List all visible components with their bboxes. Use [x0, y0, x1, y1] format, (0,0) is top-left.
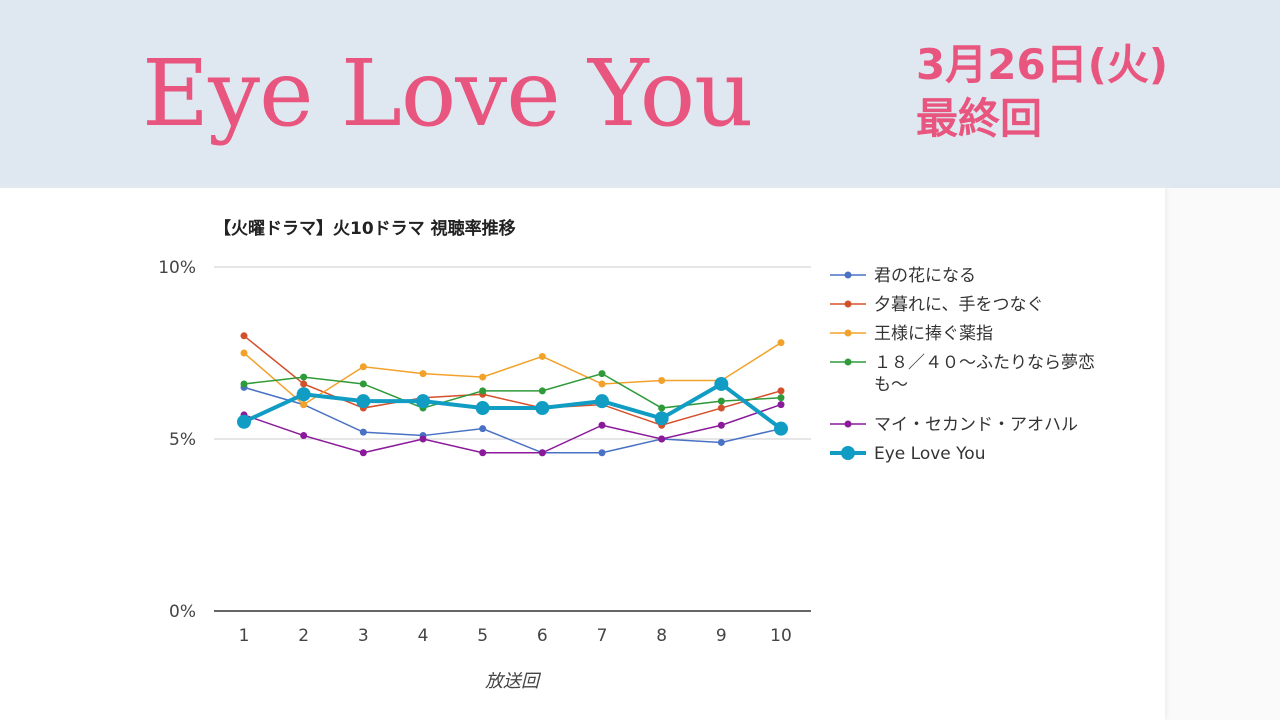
legend-label: 夕暮れに、手をつなぐ	[874, 295, 1044, 315]
data-point	[300, 380, 308, 388]
x-tick-label: 3	[358, 626, 369, 646]
x-tick-label: 8	[656, 626, 667, 646]
data-point	[535, 401, 550, 416]
data-point	[538, 449, 546, 457]
series-line	[243, 372, 782, 409]
x-tick-label: 10	[770, 626, 792, 646]
data-point	[774, 421, 788, 436]
data-point	[777, 339, 785, 347]
data-point	[595, 394, 609, 409]
y-tick-label: 5%	[169, 430, 196, 450]
legend-label: も～	[874, 375, 908, 395]
data-point	[416, 394, 430, 409]
data-point	[359, 380, 367, 388]
series-line	[243, 386, 782, 454]
data-point	[538, 387, 546, 395]
legend-marker	[844, 358, 852, 366]
data-point	[717, 421, 725, 429]
data-point	[658, 377, 666, 385]
final-episode-label: 最終回	[916, 94, 1043, 143]
series-line	[243, 381, 783, 431]
chart-title: 【火曜ドラマ】火10ドラマ 視聴率推移	[214, 218, 516, 239]
legend-marker	[844, 329, 852, 337]
x-tick-label: 6	[537, 626, 548, 646]
data-point	[658, 404, 666, 412]
data-point	[475, 401, 490, 416]
data-point	[777, 394, 785, 402]
x-tick-label: 1	[239, 626, 250, 646]
data-point	[419, 435, 427, 443]
date-text: 3月26日(火)	[916, 40, 1169, 89]
x-tick-label: 4	[418, 626, 429, 646]
data-point	[717, 397, 725, 405]
data-point	[598, 370, 606, 378]
data-point	[598, 421, 606, 429]
data-point	[777, 387, 785, 395]
legend-marker	[844, 300, 852, 308]
series-line	[243, 403, 782, 454]
chart-panel	[0, 188, 1165, 720]
data-point	[658, 435, 666, 443]
y-tick-label: 10%	[158, 258, 196, 278]
data-point	[237, 414, 251, 429]
data-point	[240, 380, 248, 388]
legend-label: マイ・セカンド・アオハル	[874, 415, 1078, 435]
data-point	[479, 425, 487, 433]
x-axis-label: 放送回	[485, 671, 542, 692]
data-point	[300, 432, 308, 440]
legend-marker	[844, 271, 852, 279]
legend-marker	[844, 420, 852, 428]
broadcast-date: 3月26日(火) 最終回	[916, 38, 1168, 146]
data-point	[240, 332, 248, 340]
data-point	[777, 401, 785, 409]
data-point	[296, 387, 311, 402]
data-point	[300, 373, 308, 381]
data-point	[598, 380, 606, 388]
series-line	[243, 342, 782, 406]
data-point	[598, 449, 606, 457]
legend-label: 君の花になる	[874, 266, 976, 286]
legend-label: 王様に捧ぐ薬指	[874, 324, 993, 344]
data-point	[479, 373, 487, 381]
data-point	[654, 411, 669, 426]
legend-marker	[841, 446, 855, 460]
data-point	[538, 352, 546, 360]
data-point	[479, 387, 487, 395]
data-point	[359, 363, 367, 371]
data-point	[359, 449, 367, 457]
x-tick-label: 2	[298, 626, 309, 646]
data-point	[300, 401, 308, 409]
legend-label: １８／４０～ふたりなら夢恋	[874, 352, 1095, 373]
data-point	[479, 449, 487, 457]
y-tick-label: 0%	[169, 602, 196, 622]
x-tick-label: 9	[716, 626, 727, 646]
x-tick-label: 5	[477, 626, 488, 646]
data-point	[240, 349, 248, 357]
x-tick-label: 7	[597, 626, 608, 646]
legend-label: Eye Love You	[874, 444, 985, 464]
data-point	[717, 404, 725, 412]
data-point	[714, 376, 729, 391]
data-point	[419, 370, 427, 378]
drama-title: Eye Love You	[142, 40, 753, 147]
data-point	[717, 438, 725, 446]
header-banner: Eye Love You 3月26日(火) 最終回	[0, 0, 1280, 188]
data-point	[356, 394, 371, 409]
data-point	[359, 428, 367, 436]
